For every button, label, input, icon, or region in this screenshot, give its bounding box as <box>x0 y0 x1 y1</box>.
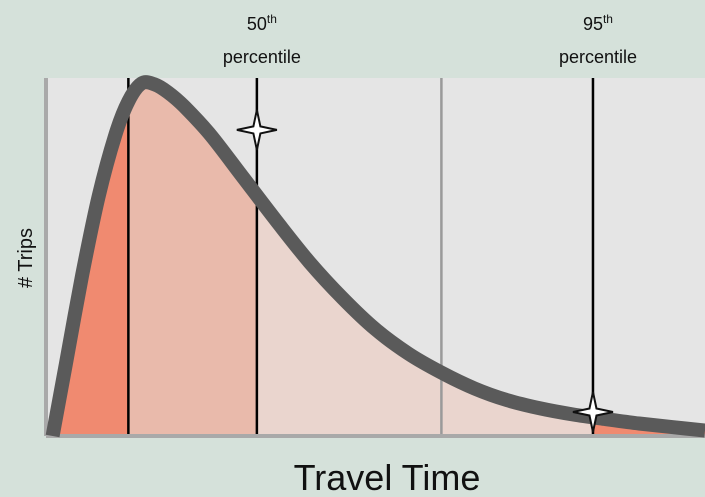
percentile-marker-50 <box>236 109 278 151</box>
distribution-curve <box>45 75 705 438</box>
axes <box>44 78 705 438</box>
percentile-word-95: percentile <box>559 47 637 67</box>
y-axis-title: # Trips <box>15 228 37 288</box>
x-axis-title: Travel Time <box>294 457 481 493</box>
percentile-word-50: percentile <box>223 47 301 67</box>
percentile-marker-95 <box>572 391 614 433</box>
percentile-ordinal-50: 50th <box>247 12 277 34</box>
percentile-labels: 50th percentile 95th percentile <box>223 12 637 67</box>
percentile-ordinal-95: 95th <box>583 12 613 34</box>
percentile-markers <box>236 109 614 433</box>
